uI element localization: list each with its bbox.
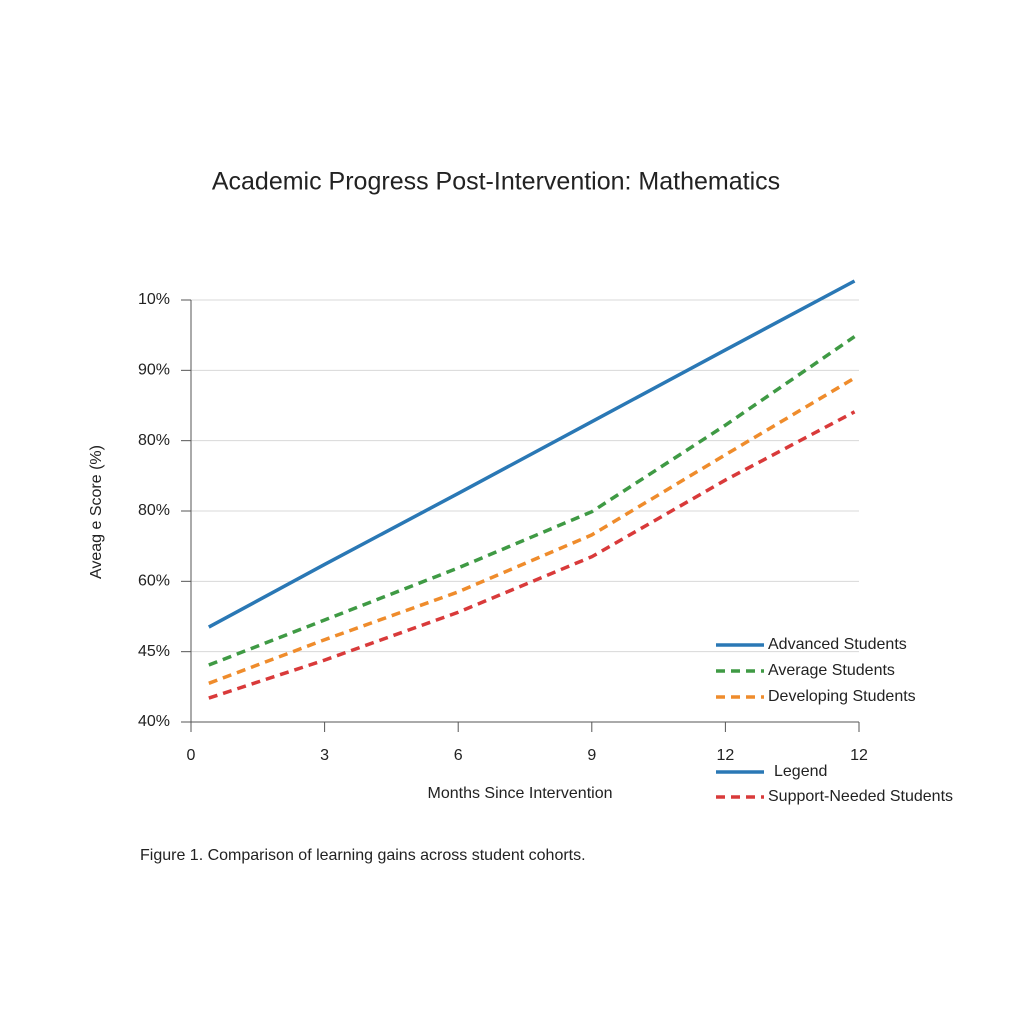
x-tick-label: 0	[187, 747, 196, 764]
x-tick-label: 12	[850, 747, 868, 764]
x-axis-label: Months Since Intervention	[428, 785, 613, 802]
x-tick-label: 3	[320, 747, 329, 764]
series-line	[208, 335, 856, 667]
series-line	[208, 410, 856, 700]
y-tick-label: 80%	[138, 502, 170, 519]
legend-label: Average Students	[768, 662, 895, 679]
legend-label: Support-Needed Students	[768, 788, 953, 805]
y-tick-label: 40%	[138, 713, 170, 730]
legend-label: Legend	[774, 763, 827, 780]
y-tick-label: 45%	[138, 643, 170, 660]
y-tick-label: 60%	[138, 573, 170, 590]
x-tick-label: 9	[587, 747, 596, 764]
y-tick-label: 90%	[138, 362, 170, 379]
x-tick-label: 6	[454, 747, 463, 764]
y-axis-label: Aveag e Score (%)	[88, 445, 105, 579]
legend-label: Advanced Students	[768, 636, 907, 653]
series-line	[208, 376, 856, 685]
x-tick-label: 12	[717, 747, 735, 764]
y-tick-label: 80%	[138, 432, 170, 449]
legend-label: Developing Students	[768, 688, 916, 705]
series-line	[207, 279, 856, 629]
chart-title: Academic Progress Post-Intervention: Mat…	[212, 168, 780, 196]
caption: Figure 1. Comparison of learning gains a…	[140, 847, 586, 864]
y-tick-label: 10%	[138, 291, 170, 308]
